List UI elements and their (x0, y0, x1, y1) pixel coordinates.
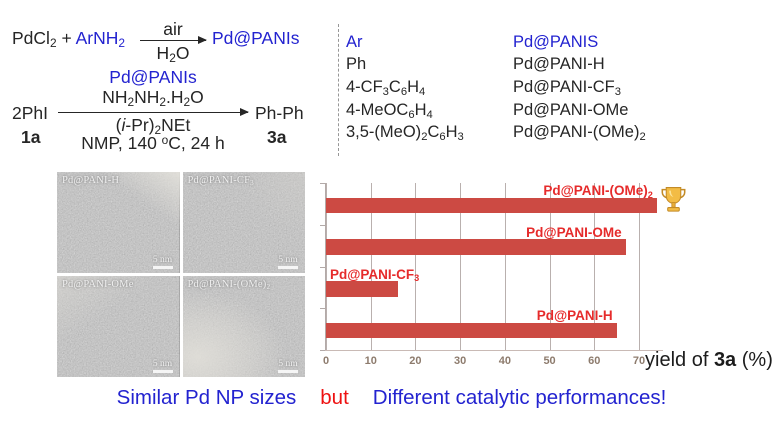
reaction1-above-arrow: air (163, 19, 183, 39)
table-header-ar: Ar (346, 32, 363, 51)
table-header-catalyst: Pd@PANIS (513, 32, 599, 51)
caption-different-performances: Different catalytic performances! (372, 386, 667, 409)
tem-panel-pd-pani-h: Pd@PANI-H 5 nm (57, 172, 180, 273)
reaction2-product: Ph-Ph (255, 103, 304, 123)
scale-bar: 5 nm (278, 255, 298, 269)
plus-sign: + (61, 28, 72, 48)
scale-bar-line (278, 370, 298, 373)
reaction2-product-number: 3a (267, 127, 287, 147)
chart-bar (326, 281, 398, 297)
y-axis-tick (320, 350, 326, 351)
bar-category-label: Pd@PANI-OMe (526, 224, 622, 240)
table-cell-catalyst: Pd@PANI-H (513, 55, 605, 74)
tem-panel-pd-pani-ome: Pd@PANI-OMe 5 nm (57, 276, 180, 377)
chart-gridline (415, 183, 417, 350)
tem-panel-label: Pd@PANI-(OMe)2 (187, 279, 271, 291)
reaction2-substrate: 2PhI (12, 103, 48, 123)
tem-panel-label: Pd@PANI-CF3 (187, 175, 254, 187)
chart-bar (326, 239, 626, 255)
bar-category-label: Pd@PANI-H (536, 308, 613, 324)
reaction1-product: Pd@PANIs (212, 28, 300, 48)
reaction2-conditions: NMP, 140 oC, 24 h (81, 132, 225, 153)
caption-but: but (320, 386, 349, 409)
y-axis-tick (320, 224, 326, 226)
trophy-icon (661, 186, 686, 219)
chart-gridline (460, 183, 462, 350)
bar-category-label: Pd@PANI-CF3 (330, 266, 420, 284)
table-cell-ar: Ph (346, 55, 367, 74)
x-axis-tick-label: 40 (498, 355, 511, 367)
reaction1-arrow (140, 35, 207, 44)
chart-gridline (594, 183, 596, 350)
reactant-pdcl2: PdCl2 (12, 28, 57, 51)
table-cell-catalyst: Pd@PANI-CF3 (513, 77, 621, 99)
scale-bar-line (152, 266, 173, 269)
section-divider (338, 24, 339, 156)
chart-bar (326, 322, 617, 339)
x-axis-tick-label: 30 (454, 355, 467, 367)
tem-panel-label: Pd@PANI-H (62, 175, 120, 186)
reaction1-reactants: PdCl2 + ArNH2 (12, 28, 125, 51)
tem-panel-label: Pd@PANI-OMe (62, 279, 134, 290)
chart-plot-area: 0 10 20 30 40 50 60 70 Pd@PANI-(OMe)2 Pd@PANI-OMe… (320, 183, 686, 367)
scale-bar-line (152, 370, 173, 373)
chart-gridline (549, 183, 551, 350)
caption: Similar Pd NP sizes but Different cataly… (0, 386, 783, 410)
reaction1-below-arrow: H2O (156, 43, 190, 66)
x-axis-tick-label: 50 (543, 355, 556, 367)
x-axis-tick-label: 60 (588, 355, 601, 367)
tem-panel-pd-pani-ome2: Pd@PANI-(OMe)2 5 nm (182, 276, 305, 377)
table-cell-ar: 3,5-(MeO)2C6H3 (346, 123, 464, 144)
reaction2-reagent: NH2NH2.H2O (102, 87, 204, 110)
scale-bar: 5 nm (152, 255, 173, 269)
tem-panel-pd-pani-cf3: Pd@PANI-CF3 5 nm (182, 172, 305, 273)
y-axis-tick (320, 308, 326, 310)
caption-similar-sizes: Similar Pd NP sizes (116, 386, 297, 409)
chart-bar (326, 197, 657, 213)
reaction2-catalyst: Pd@PANIs (109, 67, 197, 87)
scale-bar: 5 nm (152, 359, 173, 373)
y-axis-tick (320, 266, 326, 268)
catalyst-table: Ar Pd@PANIS Ph Pd@PANI-H 4-CF3C6H4 Pd@PA… (346, 31, 673, 144)
scale-bar-label: 5 nm (152, 359, 173, 370)
chart-gridline (370, 183, 372, 350)
table-cell-ar: 4-CF3C6H4 (346, 77, 426, 99)
scale-bar-label: 5 nm (278, 359, 298, 370)
scale-bar-line (278, 266, 298, 269)
table-cell-ar: 4-MeOC6H4 (346, 100, 433, 121)
x-axis-line (325, 350, 663, 351)
chart-gridline (326, 183, 327, 350)
tem-micrograph (182, 172, 305, 273)
reaction2-substrate-number: 1a (21, 127, 41, 147)
x-axis-tick-label: 70 (632, 355, 646, 367)
reaction2-arrow (58, 107, 249, 116)
scale-bar-label: 5 nm (278, 255, 298, 266)
x-axis-tick-label: 0 (322, 355, 330, 367)
table-cell-catalyst: Pd@PANI-OMe (513, 100, 629, 119)
chart-gridline (504, 183, 506, 350)
bar-category-label: Pd@PANI-(OMe)2 (543, 183, 653, 200)
scale-bar-label: 5 nm (152, 255, 173, 266)
chart-gridline (639, 183, 640, 350)
y-axis-tick (320, 183, 326, 184)
scale-bar: 5 nm (278, 359, 298, 373)
table-cell-catalyst: Pd@PANI-(OMe)2 (513, 123, 646, 144)
reaction2-base: (i-Pr)2NEt (115, 115, 191, 138)
x-axis-tick-label: 10 (364, 355, 377, 367)
x-axis-title: yield of 3a (%) (645, 349, 773, 371)
yield-bar-chart: 0 10 20 30 40 50 60 70 Pd@PANI-(OMe)2 Pd@PANI-OMe… (320, 183, 777, 413)
tem-image-grid: Pd@PANI-H 5 nm Pd@PANI-CF3 5 nm Pd@PANI-… (57, 172, 305, 377)
reactant-arnh2: ArNH2 (75, 28, 125, 51)
x-axis-tick-label: 20 (409, 355, 422, 367)
